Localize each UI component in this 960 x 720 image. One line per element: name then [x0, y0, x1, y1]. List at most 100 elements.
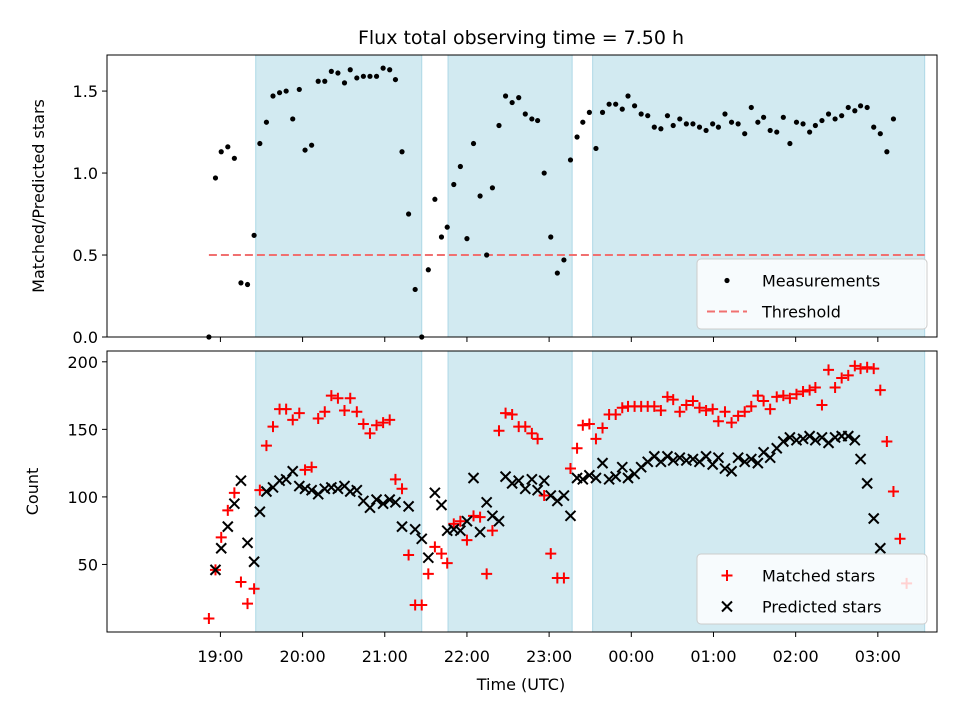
data-point	[567, 157, 574, 163]
data-point	[694, 402, 706, 414]
data-point	[864, 104, 870, 111]
data-point	[251, 232, 257, 238]
data-point	[470, 140, 477, 147]
data-point	[683, 121, 689, 127]
data-point	[732, 410, 744, 422]
data-point	[502, 93, 509, 99]
data-point	[784, 392, 796, 404]
data-point	[347, 67, 353, 73]
data-point	[703, 127, 709, 134]
data-point	[868, 512, 880, 525]
data-point	[745, 453, 757, 465]
data-point	[435, 548, 447, 560]
legend-marker-swatch	[724, 277, 730, 284]
data-point	[739, 406, 751, 418]
data-point	[558, 572, 570, 584]
data-point	[403, 549, 415, 561]
data-point	[328, 68, 334, 74]
data-point	[484, 252, 490, 258]
data-point	[577, 473, 589, 486]
data-point	[561, 257, 567, 263]
data-point	[287, 465, 299, 477]
x-tick-label: 22:00	[444, 647, 490, 666]
x-tick-label: 21:00	[362, 647, 408, 666]
data-point	[287, 414, 299, 426]
data-point	[609, 470, 622, 483]
data-point	[655, 404, 667, 416]
data-point	[755, 119, 761, 125]
data-point	[493, 425, 505, 437]
data-point	[474, 511, 486, 523]
data-point	[603, 473, 615, 486]
data-point	[305, 484, 318, 496]
legend-label: Predicted stars	[762, 598, 882, 617]
data-point	[597, 422, 609, 434]
data-point	[752, 457, 764, 469]
data-point	[389, 473, 401, 485]
data-point	[448, 518, 460, 530]
data-point	[235, 576, 247, 588]
data-point	[332, 483, 344, 495]
data-point	[868, 363, 880, 375]
data-point	[312, 413, 324, 425]
data-point	[280, 403, 292, 415]
data-point	[855, 363, 867, 375]
data-point	[425, 267, 431, 273]
data-point	[370, 493, 383, 506]
data-point	[215, 542, 227, 554]
data-point	[777, 435, 790, 448]
data-point	[454, 524, 467, 537]
data-point	[357, 418, 369, 430]
data-point	[228, 487, 240, 499]
data-point	[351, 484, 363, 496]
data-point	[364, 502, 376, 514]
data-point	[306, 461, 318, 473]
data-point	[613, 101, 619, 107]
data-point	[726, 417, 738, 429]
data-point	[764, 452, 776, 464]
data-point	[212, 175, 219, 181]
data-point	[283, 88, 289, 94]
data-point	[270, 93, 276, 99]
data-point	[667, 454, 679, 467]
data-point	[690, 121, 696, 127]
data-point	[700, 450, 712, 463]
data-point	[260, 485, 273, 498]
legend-box	[696, 553, 928, 625]
data-point	[719, 406, 731, 418]
data-point	[664, 113, 671, 119]
data-point	[538, 474, 550, 487]
data-point	[396, 483, 408, 495]
data-point	[519, 483, 531, 495]
data-point	[797, 433, 809, 445]
data-point	[674, 452, 686, 464]
data-point	[341, 80, 348, 86]
data-point	[354, 75, 360, 81]
data-point	[248, 556, 260, 568]
data-point	[438, 234, 445, 240]
data-point	[728, 119, 735, 125]
data-point	[825, 111, 832, 117]
data-point	[800, 121, 806, 127]
data-point	[574, 134, 580, 140]
data-point	[545, 548, 557, 560]
data-point	[667, 394, 679, 406]
data-point	[513, 474, 525, 487]
data-point	[767, 127, 773, 134]
data-point	[625, 93, 631, 99]
data-point	[384, 414, 396, 426]
data-point	[874, 542, 887, 554]
legend-label: Measurements	[762, 272, 880, 291]
data-point	[842, 369, 854, 381]
count-panel: 50 100 150 200 19:00 20:00 21:00 22:00 23:00 00:0…	[23, 350, 938, 666]
observing-interval	[447, 54, 573, 338]
data-point	[752, 390, 764, 402]
data-point	[263, 119, 270, 125]
data-point	[606, 101, 612, 107]
data-point	[242, 598, 254, 610]
y-tick-label: 0.5	[73, 246, 98, 265]
data-point	[622, 472, 634, 484]
data-point	[586, 109, 592, 115]
data-point	[631, 103, 638, 109]
data-point	[519, 421, 531, 433]
